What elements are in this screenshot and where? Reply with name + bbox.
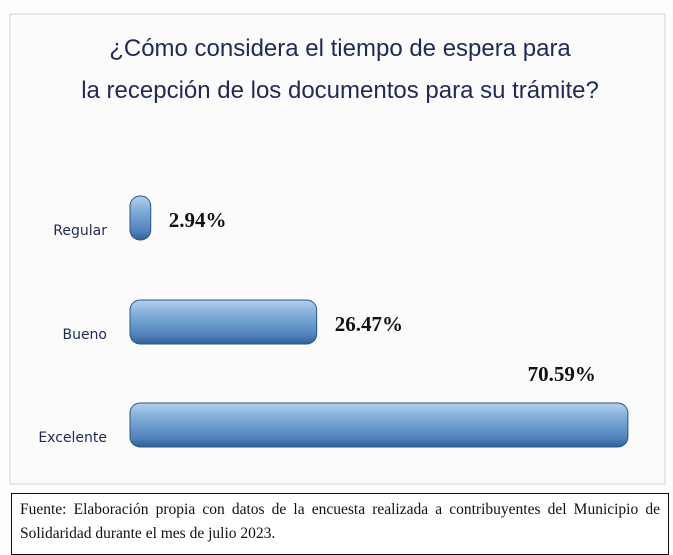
category-label: Bueno	[62, 327, 107, 343]
category-label: Excelente	[38, 430, 107, 446]
value-label: 2.94%	[169, 208, 227, 232]
category-label: Regular	[53, 223, 107, 239]
source-note: Fuente: Elaboración propia con datos de …	[11, 493, 669, 555]
value-label: 26.47%	[335, 312, 403, 336]
bar	[129, 299, 318, 345]
chart-title: ¿Cómo considera el tiempo de espera para…	[81, 35, 599, 104]
bar	[129, 195, 152, 241]
value-label: 70.59%	[528, 362, 596, 386]
bar	[129, 402, 629, 448]
chart: ¿Cómo considera el tiempo de espera para…	[9, 13, 666, 485]
